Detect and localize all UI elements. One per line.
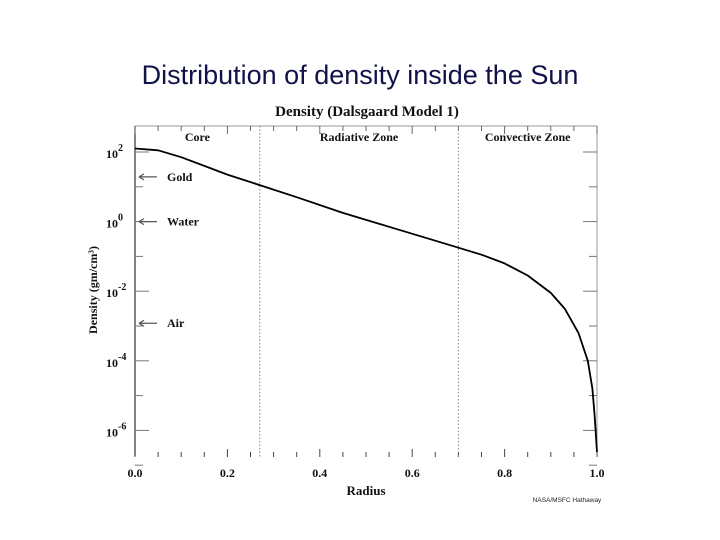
x-tick-label: 1.0 — [590, 466, 605, 480]
reference-arrow-icon — [138, 173, 157, 181]
x-tick-label: 0.2 — [220, 466, 235, 480]
y-tick-label: 10-4 — [106, 352, 126, 370]
density-curve — [134, 147, 598, 453]
reference-arrow-icon — [138, 218, 157, 226]
y-axis-label: Density (gm/cm³) — [86, 246, 100, 334]
y-tick-label: 102 — [106, 143, 123, 161]
chart-title: Density (Dalsgaard Model 1) — [275, 104, 459, 120]
zone-label: Core — [185, 130, 211, 144]
zone-label: Convective Zone — [485, 130, 571, 144]
plot-frame — [135, 125, 598, 457]
slide-title: Distribution of density inside the Sun — [141, 60, 579, 90]
reference-arrow-icon — [138, 319, 157, 327]
x-tick-label: 0.0 — [128, 466, 143, 480]
x-axis-label: Radius — [346, 483, 385, 498]
y-tick-label: 10-2 — [106, 282, 126, 300]
y-tick-label: 10-6 — [106, 421, 126, 439]
reference-label: Gold — [167, 170, 193, 184]
zone-label: Radiative Zone — [320, 130, 399, 144]
x-tick-label: 0.8 — [497, 466, 512, 480]
x-tick-label: 0.6 — [405, 466, 420, 480]
reference-label: Water — [167, 215, 200, 229]
y-tick-label: 100 — [106, 213, 123, 231]
reference-label: Air — [167, 316, 185, 330]
credit-text: NASA/MSFC Hathaway — [533, 497, 602, 504]
x-tick-label: 0.4 — [312, 466, 327, 480]
